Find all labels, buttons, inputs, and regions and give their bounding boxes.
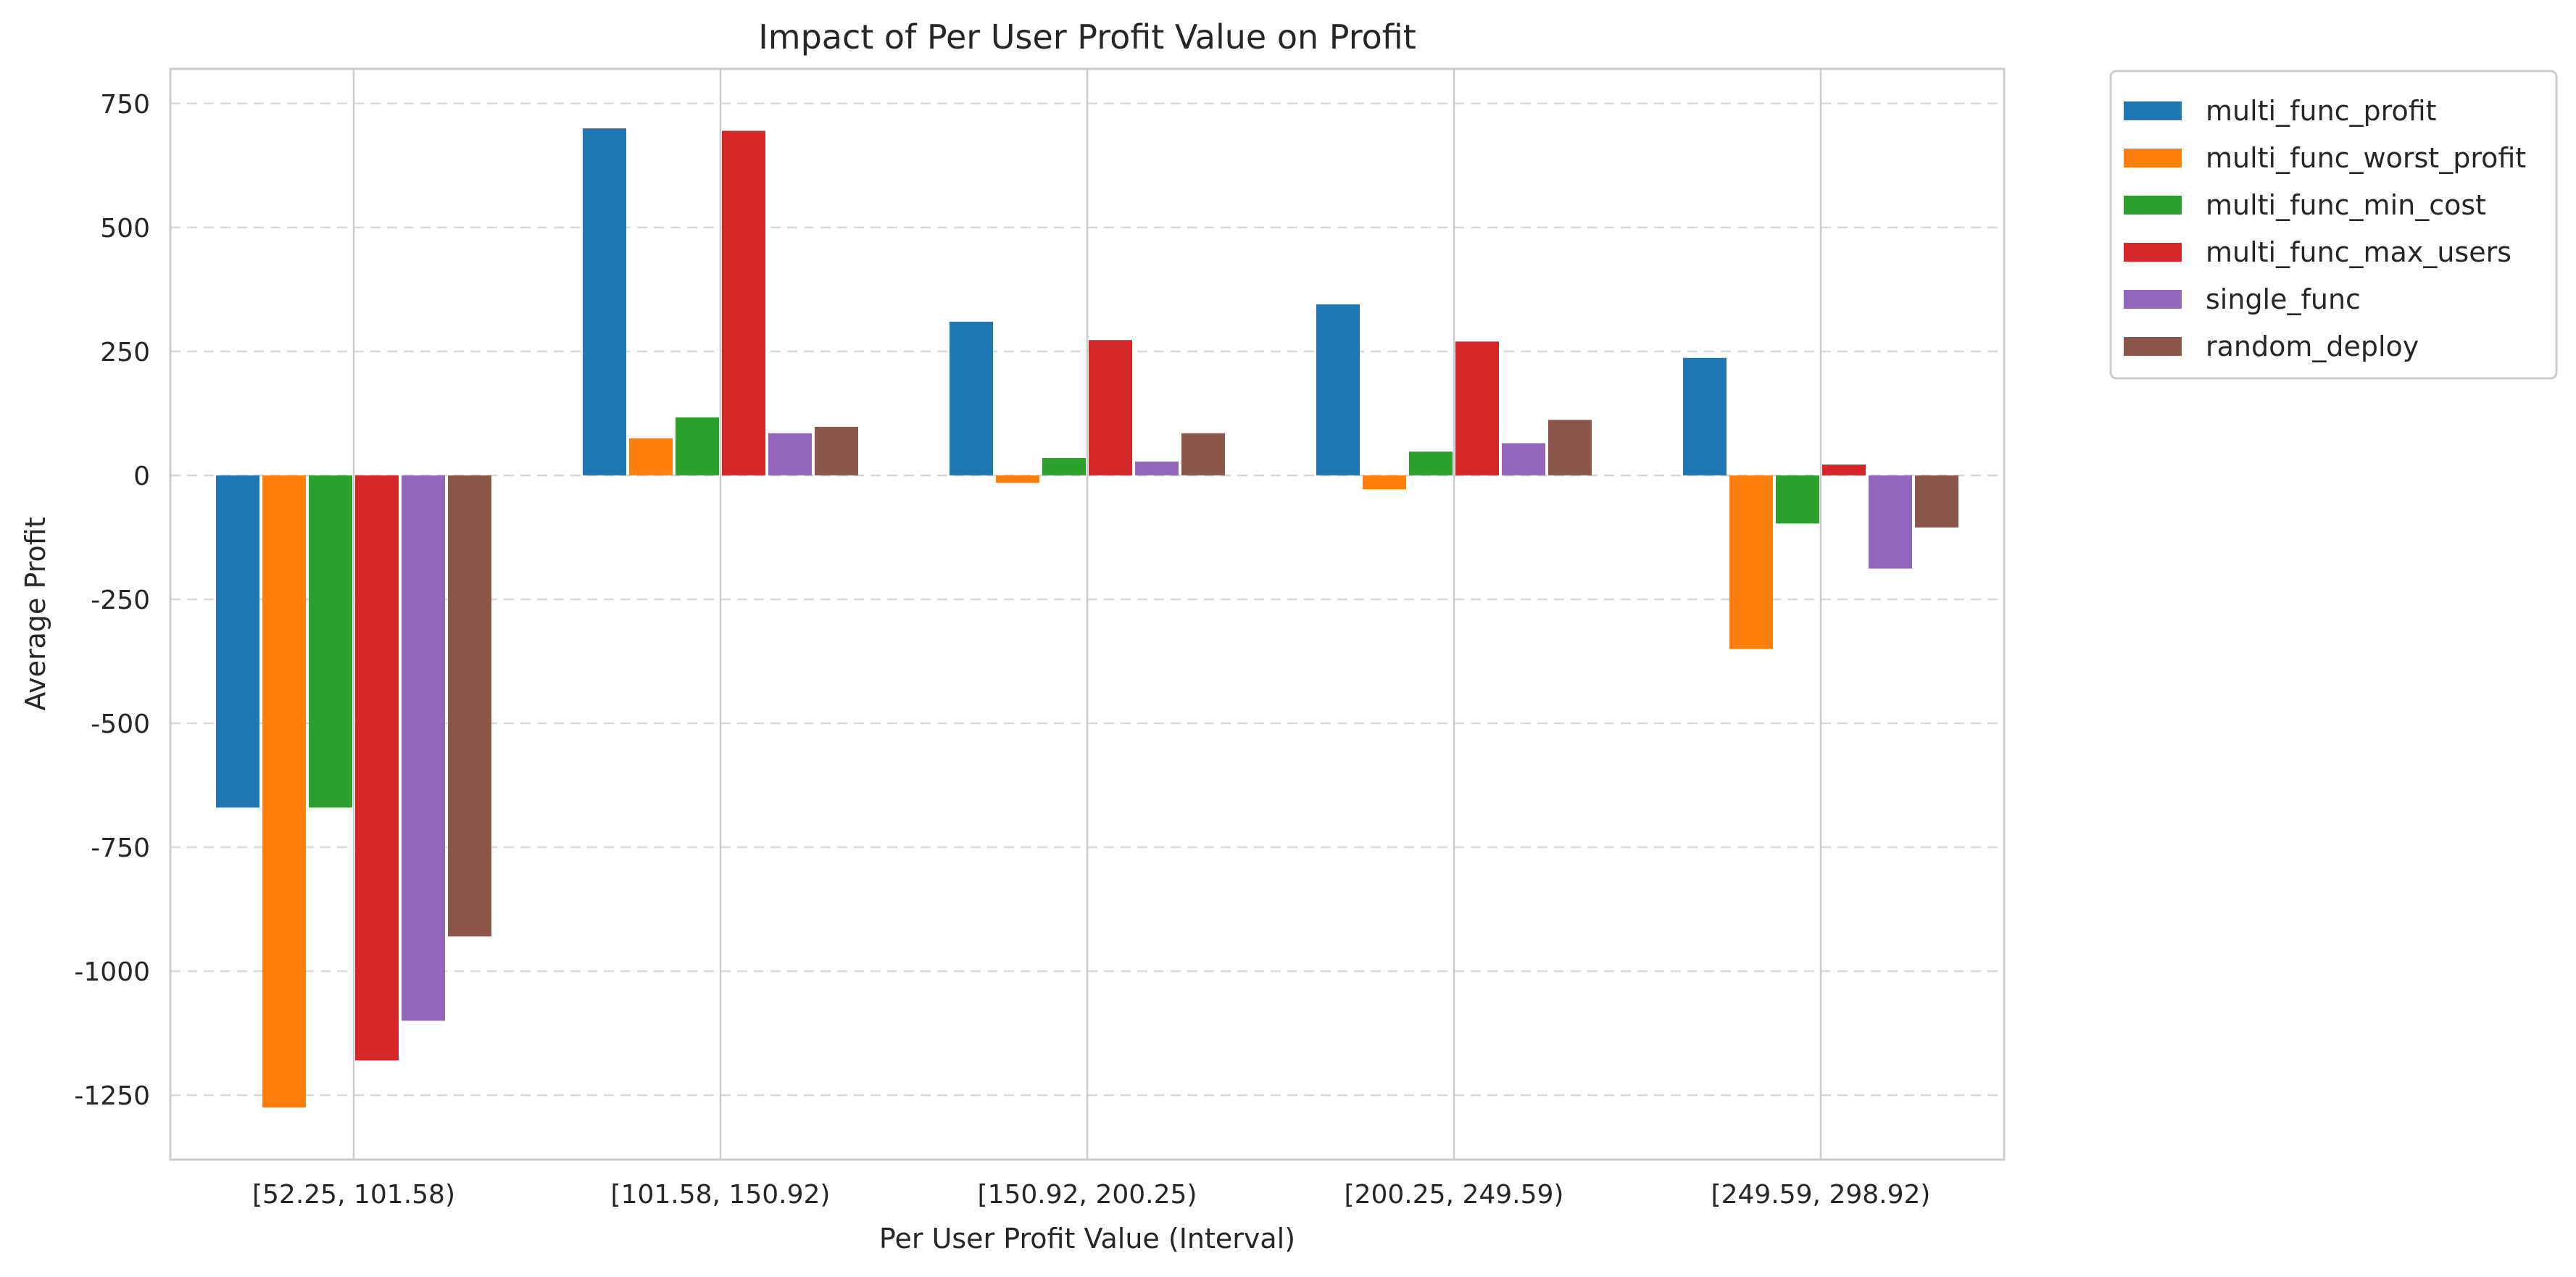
x-tick-label: [150.92, 200.25) bbox=[978, 1180, 1197, 1210]
y-axis-label: Average Profit bbox=[20, 517, 51, 710]
y-tick-label: 500 bbox=[100, 214, 150, 244]
y-tick-labels: 750 500 250 0 -250 -500 -750 -1000 -1250 bbox=[74, 90, 150, 1111]
bar-multi_func_min_cost bbox=[676, 417, 719, 475]
plot-frame bbox=[169, 67, 2006, 1161]
bar-multi_func_min_cost bbox=[1776, 475, 1819, 524]
legend-swatch-multi_func_worst_profit bbox=[2124, 149, 2182, 167]
legend-label: multi_func_worst_profit bbox=[2206, 142, 2526, 174]
legend-label: multi_func_profit bbox=[2206, 95, 2437, 127]
bar-single_func bbox=[402, 475, 445, 1021]
y-tick-label: -500 bbox=[91, 710, 150, 739]
legend-label: multi_func_max_users bbox=[2206, 236, 2511, 268]
bar-multi_func_profit bbox=[216, 475, 259, 808]
x-tick-label: [52.25, 101.58) bbox=[252, 1180, 455, 1210]
legend: multi_func_profit multi_func_worst_profit… bbox=[2109, 70, 2558, 380]
legend-swatch-multi_func_profit bbox=[2124, 101, 2182, 120]
chart-title: Impact of Per User Profit Value on Profi… bbox=[758, 17, 1416, 57]
y-tick-label: 250 bbox=[100, 338, 150, 367]
bars bbox=[216, 128, 1958, 1108]
bar-multi_func_min_cost bbox=[1409, 452, 1453, 475]
legend-box bbox=[2109, 70, 2558, 380]
legend-swatch-multi_func_max_users bbox=[2124, 243, 2182, 262]
bar-random_deploy bbox=[1915, 475, 1958, 528]
x-axis-label: Per User Profit Value (Interval) bbox=[879, 1223, 1295, 1255]
legend-swatch-random_deploy bbox=[2124, 337, 2182, 356]
y-tick-label: -1250 bbox=[74, 1081, 150, 1111]
x-tick-label: [101.58, 150.92) bbox=[611, 1180, 831, 1210]
bar-multi_func_max_users bbox=[1089, 340, 1132, 475]
bar-multi_func_profit bbox=[583, 128, 626, 475]
x-tick-labels: [52.25, 101.58) [101.58, 150.92) [150.92, … bbox=[252, 1180, 1930, 1210]
y-tick-label: -750 bbox=[91, 833, 150, 863]
bar-single_func bbox=[1502, 443, 1545, 475]
legend-label: random_deploy bbox=[2206, 330, 2419, 362]
bar-multi_func_max_users bbox=[355, 475, 399, 1061]
bar-single_func bbox=[1869, 475, 1912, 569]
bar-random_deploy bbox=[815, 426, 858, 475]
bar-single_func bbox=[768, 433, 812, 475]
bar-multi_func_min_cost bbox=[1042, 458, 1086, 475]
bar-multi_func_worst_profit bbox=[262, 475, 306, 1108]
legend-swatch-single_func bbox=[2124, 290, 2182, 309]
bar-multi_func_profit bbox=[1316, 304, 1360, 475]
bar-random_deploy bbox=[448, 475, 491, 937]
bar-multi_func_max_users bbox=[722, 130, 765, 475]
bar-random_deploy bbox=[1548, 420, 1592, 475]
bar-multi_func_min_cost bbox=[309, 475, 352, 808]
x-tick-label: [200.25, 249.59) bbox=[1345, 1180, 1564, 1210]
bar-random_deploy bbox=[1181, 433, 1225, 475]
bar-multi_func_profit bbox=[1683, 357, 1727, 475]
bar-multi_func_worst_profit bbox=[1729, 475, 1773, 649]
y-tick-label: -250 bbox=[91, 586, 150, 615]
bar-multi_func_max_users bbox=[1822, 464, 1866, 475]
legend-label: single_func bbox=[2206, 283, 2361, 315]
y-tick-label: -1000 bbox=[74, 957, 150, 987]
bar-multi_func_max_users bbox=[1455, 341, 1499, 475]
bar-multi_func_worst_profit bbox=[996, 475, 1039, 483]
x-tick-label: [249.59, 298.92) bbox=[1711, 1180, 1931, 1210]
y-tick-label: 0 bbox=[133, 462, 150, 491]
bar-single_func bbox=[1135, 461, 1179, 475]
bar-multi_func_worst_profit bbox=[1363, 475, 1406, 490]
y-tick-label: 750 bbox=[100, 90, 150, 120]
bar-multi_func_worst_profit bbox=[629, 438, 673, 475]
legend-label: multi_func_min_cost bbox=[2206, 189, 2486, 221]
legend-swatch-multi_func_min_cost bbox=[2124, 196, 2182, 215]
bar-multi_func_profit bbox=[950, 321, 993, 475]
